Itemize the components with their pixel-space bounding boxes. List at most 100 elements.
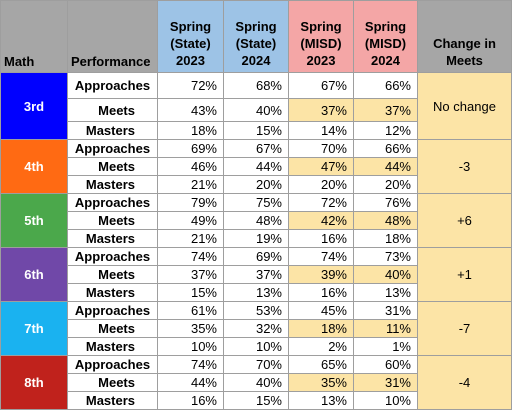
misd-2024-value: 44% (353, 157, 418, 176)
state-2024-value: 20% (223, 175, 289, 194)
state-2024-value: 10% (223, 337, 289, 356)
header-line: 2024 (371, 53, 400, 68)
state-2023-value: 21% (157, 175, 224, 194)
performance-level: Approaches (67, 72, 158, 99)
state-2024-value: 44% (223, 157, 289, 176)
misd-2024-value: 31% (353, 301, 418, 320)
grade-label: 4th (0, 139, 68, 194)
misd-2023-value: 2% (288, 337, 354, 356)
table-body: 3rd Approaches 72% 68% 67% 66% No change Meets 4… (0, 72, 512, 410)
grade-label: 5th (0, 193, 68, 248)
performance-level: Masters (67, 391, 158, 410)
state-2023-value: 79% (157, 193, 224, 212)
table-row: 8th Approaches 74% 70% 65% 60% -4 (0, 355, 512, 410)
header-line: Spring (235, 19, 277, 34)
state-2024-value: 13% (223, 283, 289, 302)
header-misd-2023: Spring (MISD) 2023 (288, 0, 354, 73)
misd-2023-value: 39% (288, 265, 354, 284)
state-2023-value: 69% (157, 139, 224, 158)
header-change-in-meets: Change in Meets (417, 0, 512, 73)
table-row: Meets 37% 37% 39% 40% (1, 265, 512, 284)
header-line: (State) (235, 36, 277, 51)
misd-2023-value: 37% (288, 98, 354, 122)
state-2023-value: 15% (157, 283, 224, 302)
misd-2023-value: 20% (288, 175, 354, 194)
change-in-meets-value: -4 (417, 355, 512, 410)
change-in-meets-value: +1 (417, 247, 512, 302)
header-line: Meets (446, 53, 483, 68)
change-in-meets-value: -3 (417, 139, 512, 194)
performance-level: Approaches (67, 139, 158, 158)
state-2023-value: 37% (157, 265, 224, 284)
misd-2023-value: 67% (288, 72, 354, 99)
performance-level: Masters (67, 337, 158, 356)
header-line: Spring (169, 19, 212, 34)
misd-2023-value: 42% (288, 211, 354, 230)
misd-2024-value: 66% (353, 72, 418, 99)
misd-2024-value: 10% (353, 391, 418, 410)
state-2024-value: 40% (223, 98, 289, 122)
misd-2023-value: 47% (288, 157, 354, 176)
header-line: (MISD) (364, 36, 407, 51)
table-row: Masters 15% 13% 16% 13% (1, 283, 512, 302)
header-line: Spring (364, 19, 407, 34)
misd-2023-value: 16% (288, 283, 354, 302)
performance-level: Masters (67, 121, 158, 140)
header-line: 2024 (241, 53, 271, 68)
misd-2024-value: 12% (353, 121, 418, 140)
misd-2023-value: 65% (288, 355, 354, 374)
state-2024-value: 75% (223, 193, 289, 212)
misd-2023-value: 45% (288, 301, 354, 320)
state-2023-value: 72% (157, 72, 224, 99)
misd-2024-value: 13% (353, 283, 418, 302)
misd-2024-value: 66% (353, 139, 418, 158)
misd-2023-value: 72% (288, 193, 354, 212)
table-row: Meets 46% 44% 47% 44% (1, 157, 512, 176)
grade-label: 3rd (0, 72, 68, 140)
header-misd-2024: Spring (MISD) 2024 (353, 0, 418, 73)
performance-level: Meets (67, 157, 158, 176)
table-row: Meets 44% 40% 35% 31% (1, 373, 512, 392)
header-line: (State) (170, 36, 211, 51)
state-2023-value: 46% (157, 157, 224, 176)
state-2024-value: 19% (223, 229, 289, 248)
table-row: 7th Approaches 61% 53% 45% 31% -7 (0, 301, 512, 356)
state-2023-value: 74% (157, 355, 224, 374)
state-2023-value: 16% (157, 391, 224, 410)
header-line: 2023 (306, 53, 336, 68)
state-2023-value: 21% (157, 229, 224, 248)
performance-level: Approaches (67, 247, 158, 266)
performance-level: Approaches (67, 355, 158, 374)
performance-level: Meets (67, 211, 158, 230)
performance-level: Meets (67, 98, 158, 122)
state-2024-value: 53% (223, 301, 289, 320)
table-row: Meets 43% 40% 37% 37% (1, 98, 512, 122)
header-line: Spring (300, 19, 342, 34)
state-2024-value: 15% (223, 121, 289, 140)
misd-2024-value: 1% (353, 337, 418, 356)
grade-label: 7th (0, 301, 68, 356)
performance-level: Masters (67, 175, 158, 194)
misd-2023-value: 74% (288, 247, 354, 266)
header-row: Math Performance Spring (State) 2023 Spr… (0, 0, 512, 73)
change-in-meets-value: No change (417, 72, 512, 140)
header-line: (MISD) (300, 36, 342, 51)
misd-2023-value: 35% (288, 373, 354, 392)
state-2024-value: 69% (223, 247, 289, 266)
header-state-2023: Spring (State) 2023 (157, 0, 224, 73)
state-2023-value: 61% (157, 301, 224, 320)
performance-level: Masters (67, 229, 158, 248)
header-line: Change in (433, 36, 496, 51)
change-in-meets-value: +6 (417, 193, 512, 248)
header-performance: Performance (67, 0, 158, 73)
misd-2024-value: 31% (353, 373, 418, 392)
grade-label: 6th (0, 247, 68, 302)
misd-2024-value: 60% (353, 355, 418, 374)
state-2024-value: 37% (223, 265, 289, 284)
performance-level: Meets (67, 265, 158, 284)
state-2023-value: 49% (157, 211, 224, 230)
misd-2024-value: 48% (353, 211, 418, 230)
state-2024-value: 70% (223, 355, 289, 374)
state-2024-value: 68% (223, 72, 289, 99)
performance-level: Meets (67, 373, 158, 392)
